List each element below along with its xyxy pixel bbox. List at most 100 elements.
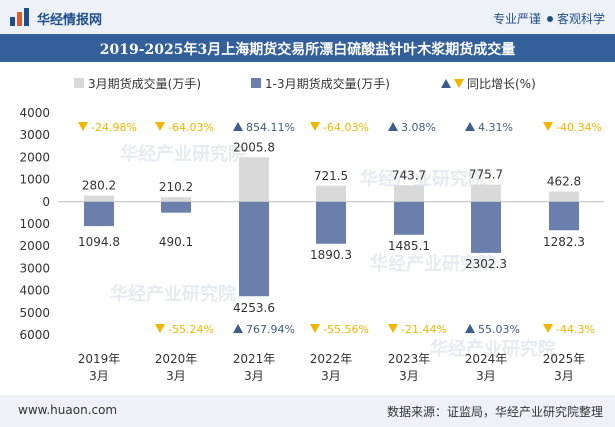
brand-logo-icon [10,8,29,26]
data-label-cumulative: 4253.6 [233,301,275,315]
x-tick-label-year: 2024年 [465,352,508,366]
y-tick-label: 3000 [19,128,50,142]
bar-cumulative [549,201,579,231]
footer-bar: www.huaon.com 数据来源：证监局，华经产业研究院整理 [0,395,615,427]
data-label-monthly: 280.2 [82,179,116,193]
up-triangle-icon [388,122,398,131]
watermark-text: 华经产业研究院 [360,168,486,190]
watermark-text: 华经产业研究院 [120,143,246,165]
x-tick-label-month: 3月 [166,369,186,383]
growth-layer: -24.98% -64.03% 854.11% -64.03% 3.08% 4.31% -4… [78,121,602,336]
x-tick-label-month: 3月 [399,369,419,383]
watermark-text: 华经产业研究院 [430,338,556,360]
legend-swatch-cumulative [251,78,261,88]
down-triangle-icon [310,324,320,333]
y-tick-label: 3000 [19,261,50,275]
legend-label-monthly: 3月期货成交量(万手) [88,76,201,91]
data-label-cumulative: 1485.1 [388,239,430,253]
x-tick-label-month: 3月 [89,369,109,383]
labels-layer: 280.2 1094.8 210.2 490.1 2005.8 4253.6 721.5 18… [78,140,585,315]
growth-label-monthly: -64.03% [323,121,369,134]
growth-label-monthly: 854.11% [246,121,295,134]
legend-label-growth: 同比增长(%) [467,77,536,91]
x-tick-label-month: 3月 [321,369,341,383]
header-bar: 华经情报网 专业严谨 客观科学 [0,0,615,34]
x-tick-label-year: 2020年 [155,352,198,366]
x-tick-label-year: 2022年 [310,352,353,366]
down-triangle-icon [543,122,553,131]
legend-label-cumulative: 1-3月期货成交量(万手) [265,76,390,91]
bar-cumulative [471,201,501,253]
down-triangle-icon [155,324,165,333]
growth-label-cumulative: -55.56% [323,323,369,336]
header-tags: 专业严谨 客观科学 [493,10,605,27]
down-triangle-icon [388,324,398,333]
data-label-cumulative: 1094.8 [78,235,120,249]
growth-label-cumulative: -44.3% [556,323,595,336]
bar-monthly [471,184,501,202]
chart-title: 2019-2025年3月上海期货交易所漂白硫酸盐针叶木浆期货成交量 [99,42,516,58]
growth-label-monthly: -40.34% [556,121,602,134]
legend: 3月期货成交量(万手) 1-3月期货成交量(万手) 同比增长(%) [74,76,536,91]
y-tick-label: 2000 [19,150,50,164]
separator-dot-icon [546,16,553,22]
bar-cumulative [239,201,269,297]
x-axis: 2019年 3月 2020年 3月 2021年 3月 2022年 3月 2023年 3月 2024年… [78,352,586,383]
bar-cumulative [84,201,114,227]
x-tick-label-year: 2025年 [543,352,586,366]
y-tick-label: 4000 [19,106,50,120]
data-label-monthly: 462.8 [547,175,581,189]
data-label-monthly: 2005.8 [233,140,275,154]
data-label-monthly: 210.2 [159,180,193,194]
watermark-text: 华经产业研究院 [370,253,496,275]
growth-label-monthly: 4.31% [478,121,513,134]
bars-layer [84,157,579,297]
site-url: www.huaon.com [18,403,118,417]
x-tick-label-year: 2019年 [78,352,121,366]
x-tick-label-year: 2023年 [388,352,431,366]
data-label-monthly: 775.7 [469,168,503,182]
header-tag-professional: 专业严谨 [492,12,541,26]
down-triangle-icon [310,122,320,131]
legend-up-triangle-icon [441,79,451,88]
data-label-cumulative: 1282.3 [543,235,585,249]
watermark-text: 华经产业研究院 [110,283,236,305]
legend-swatch-monthly [74,78,84,88]
legend-down-triangle-icon [454,79,464,88]
bar-monthly [239,157,269,202]
up-triangle-icon [233,324,243,333]
y-tick-label: 0 [42,195,50,209]
down-triangle-icon [543,324,553,333]
data-label-cumulative: 2302.3 [465,257,507,271]
x-tick-label-month: 3月 [554,369,574,383]
growth-label-cumulative: -21.44% [401,323,447,336]
bar-cumulative [394,201,424,235]
y-tick-label: 6000 [19,328,50,342]
x-tick-label-month: 3月 [244,369,264,383]
bar-monthly [84,195,114,202]
bar-monthly [549,191,579,202]
data-label-cumulative: 490.1 [159,235,193,249]
bar-cumulative [161,201,191,213]
y-tick-label: 1000 [19,173,50,187]
bar-monthly [161,197,191,202]
title-bar [0,34,615,62]
data-label-monthly: 721.5 [314,169,348,183]
up-triangle-icon [233,122,243,131]
header-tag-objective: 客观科学 [556,12,605,26]
bar-cumulative [316,201,346,244]
data-label-cumulative: 1890.3 [310,248,352,262]
brand-name: 华经情报网 [37,13,103,28]
y-tick-label: 5000 [19,306,50,320]
y-tick-label: 1000 [19,217,50,231]
up-triangle-icon [465,324,475,333]
growth-label-cumulative: -55.24% [168,323,214,336]
x-tick-label-year: 2021年 [233,352,276,366]
growth-label-monthly: -24.98% [91,121,137,134]
growth-label-monthly: 3.08% [401,121,436,134]
bar-monthly [394,185,424,202]
bar-monthly [316,185,346,202]
